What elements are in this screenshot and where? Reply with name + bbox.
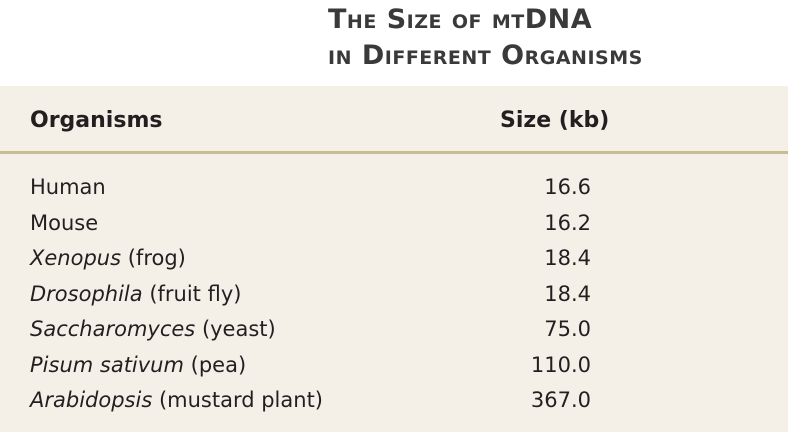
organism-cell: Pisum sativum (pea) <box>30 352 246 378</box>
column-header: Organisms <box>30 108 163 133</box>
organism-cell: Xenopus (frog) <box>30 245 186 271</box>
organism-name: (yeast) <box>201 317 276 341</box>
organism-genus: Drosophila <box>30 281 143 306</box>
organism-name: Mouse <box>30 210 99 235</box>
organism-genus: Pisum sativum <box>30 352 184 377</box>
table-background <box>0 86 788 432</box>
title-line: in Different Organisms <box>328 40 643 71</box>
title-line: The Size of mtDNA <box>328 4 593 35</box>
organism-cell: Human <box>30 174 106 200</box>
organism-name: (frog) <box>127 246 186 270</box>
organism-cell: Saccharomyces (yeast) <box>30 316 276 342</box>
organism-genus: Arabidopsis <box>30 388 153 412</box>
size-cell: 18.4 <box>544 281 591 306</box>
size-cell: 110.0 <box>530 352 591 377</box>
size-cell: 16.6 <box>544 175 591 199</box>
organism-name: (fruit fly) <box>149 281 242 306</box>
organism-genus: Xenopus <box>30 246 122 270</box>
size-cell: 18.4 <box>544 246 591 270</box>
size-cell: 75.0 <box>544 317 591 341</box>
organism-name: (mustard plant) <box>158 388 323 412</box>
size-cell: 16.2 <box>544 210 591 235</box>
header-rule <box>0 151 788 154</box>
organism-genus: Saccharomyces <box>30 317 196 341</box>
organism-cell: Arabidopsis (mustard plant) <box>30 387 323 413</box>
organism-cell: Drosophila (fruit fly) <box>30 281 241 307</box>
organism-name: (pea) <box>190 352 247 377</box>
size-cell: 367.0 <box>530 388 591 412</box>
column-header: Size (kb) <box>500 108 610 133</box>
title: The Size of mtDNA in Different Organisms <box>328 2 643 74</box>
organism-name: Human <box>30 175 106 199</box>
organism-cell: Mouse <box>30 210 98 236</box>
